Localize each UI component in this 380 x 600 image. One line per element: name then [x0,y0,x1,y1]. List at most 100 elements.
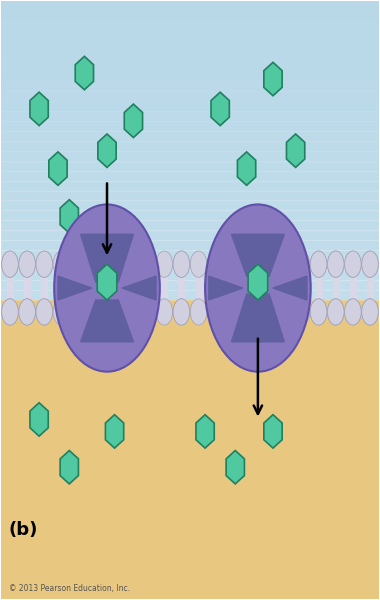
Bar [2,161,378,170]
Bar [76,264,82,312]
Text: (b): (b) [9,521,38,539]
Bar [2,51,378,61]
Circle shape [362,251,378,277]
Bar [2,181,378,191]
Circle shape [53,251,70,277]
Bar [2,31,378,41]
Circle shape [242,251,258,277]
Polygon shape [81,300,133,342]
Polygon shape [75,56,93,90]
Polygon shape [273,276,307,300]
Bar [2,41,378,51]
Bar [350,264,356,312]
Bar [281,264,287,312]
Bar [41,264,47,312]
Bar [2,250,378,260]
Bar [144,264,150,312]
Bar [2,151,378,161]
Bar [2,91,378,101]
Polygon shape [30,92,48,125]
Bar [2,220,378,230]
Bar [2,1,378,11]
Circle shape [242,299,258,325]
Circle shape [207,299,224,325]
Circle shape [276,251,293,277]
Bar [2,81,378,91]
Circle shape [122,251,138,277]
Circle shape [87,299,104,325]
Polygon shape [248,264,268,300]
Circle shape [328,251,344,277]
Circle shape [207,251,224,277]
Bar [127,264,133,312]
Circle shape [173,299,190,325]
Bar [2,1,378,300]
Circle shape [2,299,18,325]
Bar [230,264,236,312]
Bar [2,11,378,21]
Bar [2,240,378,250]
Circle shape [36,299,52,325]
Bar [2,61,378,71]
Circle shape [36,299,52,325]
Circle shape [225,299,241,325]
Polygon shape [196,415,214,448]
Bar [2,191,378,200]
Polygon shape [124,104,142,137]
Circle shape [276,299,293,325]
Circle shape [173,251,190,277]
Circle shape [345,299,361,325]
Bar [93,264,99,312]
Circle shape [105,251,121,277]
Circle shape [328,299,344,325]
Bar [161,264,167,312]
Circle shape [328,299,344,325]
Bar [2,230,378,240]
Polygon shape [264,415,282,448]
Bar [2,21,378,31]
Circle shape [190,299,207,325]
Polygon shape [60,200,78,233]
Circle shape [310,299,327,325]
Circle shape [156,299,173,325]
Bar [2,280,378,290]
Polygon shape [49,152,67,185]
Circle shape [345,251,361,277]
Circle shape [2,299,18,325]
Circle shape [70,251,87,277]
Ellipse shape [54,205,160,371]
Circle shape [19,251,35,277]
Bar [367,264,373,312]
Polygon shape [231,294,284,342]
Bar [2,300,378,599]
Circle shape [19,299,35,325]
Circle shape [259,299,276,325]
Circle shape [156,251,173,277]
Bar [264,264,270,312]
Circle shape [105,299,121,325]
Circle shape [310,251,327,277]
Circle shape [139,251,155,277]
Bar [2,211,378,220]
Bar [2,101,378,111]
Circle shape [2,251,18,277]
Bar [2,200,378,211]
Polygon shape [98,134,116,167]
Polygon shape [105,415,124,448]
Circle shape [53,299,70,325]
Bar [247,264,253,312]
Polygon shape [30,403,48,436]
Bar [196,264,202,312]
Circle shape [345,299,361,325]
Circle shape [345,251,361,277]
Circle shape [2,251,18,277]
Circle shape [225,251,241,277]
Bar [2,170,378,181]
Polygon shape [231,235,284,276]
Polygon shape [60,451,78,484]
Circle shape [173,299,190,325]
Bar [213,264,219,312]
Polygon shape [58,276,92,300]
Polygon shape [97,264,117,300]
Circle shape [328,251,344,277]
